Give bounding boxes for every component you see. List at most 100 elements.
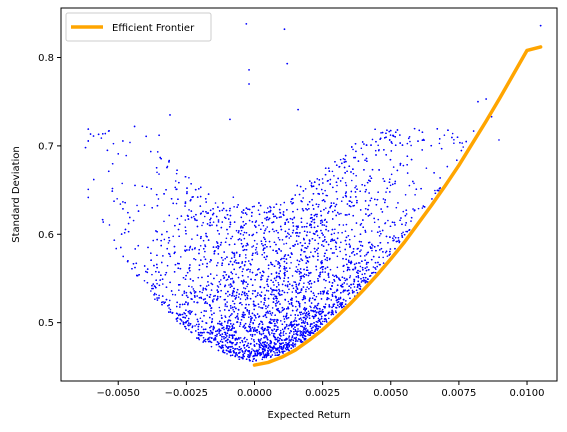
scatter-point xyxy=(252,322,255,325)
scatter-point xyxy=(285,323,288,326)
scatter-point xyxy=(319,291,322,293)
scatter-point xyxy=(322,182,324,184)
scatter-point xyxy=(211,313,213,316)
scatter-point xyxy=(243,292,246,295)
scatter-point xyxy=(153,264,155,267)
scatter-point xyxy=(298,193,301,196)
scatter-point xyxy=(283,243,285,245)
scatter-point xyxy=(293,323,296,326)
scatter-point xyxy=(281,350,283,353)
scatter-point xyxy=(203,256,205,258)
scatter-point xyxy=(151,287,153,290)
scatter-point xyxy=(191,196,194,198)
scatter-point xyxy=(374,149,377,152)
scatter-point xyxy=(196,234,199,236)
scatter-point xyxy=(334,310,337,312)
scatter-point xyxy=(185,294,188,297)
scatter-point xyxy=(377,149,380,152)
scatter-point xyxy=(345,195,347,198)
scatter-point xyxy=(361,266,364,269)
scatter-point xyxy=(329,205,332,208)
scatter-point xyxy=(152,283,155,285)
scatter-point xyxy=(254,290,256,292)
scatter-point xyxy=(289,256,292,258)
scatter-point xyxy=(253,319,256,321)
scatter-point xyxy=(353,156,355,159)
scatter-point xyxy=(382,177,384,180)
scatter-point xyxy=(197,276,200,279)
scatter-point xyxy=(146,271,149,274)
scatter-point xyxy=(341,283,344,286)
scatter-point xyxy=(275,320,278,322)
scatter-point xyxy=(255,246,258,249)
scatter-point xyxy=(191,238,193,240)
scatter-point xyxy=(257,303,260,305)
scatter-point xyxy=(225,292,227,295)
scatter-point xyxy=(373,217,375,220)
scatter-point xyxy=(332,186,334,189)
scatter-point xyxy=(214,339,217,341)
scatter-point xyxy=(406,142,409,145)
scatter-point xyxy=(232,289,235,292)
scatter-point xyxy=(298,302,301,305)
scatter-point xyxy=(218,320,221,323)
scatter-point xyxy=(267,312,269,314)
scatter-point xyxy=(264,299,266,301)
scatter-point xyxy=(287,221,290,223)
scatter-point xyxy=(329,268,332,271)
scatter-point xyxy=(201,224,203,227)
scatter-point xyxy=(256,273,258,276)
scatter-point xyxy=(156,282,158,285)
scatter-point xyxy=(226,305,228,308)
scatter-point xyxy=(243,280,246,283)
scatter-point xyxy=(356,199,358,202)
scatter-point xyxy=(165,298,168,301)
scatter-point xyxy=(377,144,379,147)
scatter-point xyxy=(246,269,248,271)
scatter-point xyxy=(338,298,340,301)
scatter-point xyxy=(233,302,236,305)
scatter-point xyxy=(298,260,301,263)
scatter-point xyxy=(220,322,223,325)
scatter-point xyxy=(285,315,288,318)
scatter-point xyxy=(379,137,382,140)
scatter-point xyxy=(233,327,236,329)
scatter-point xyxy=(273,277,276,280)
scatter-point xyxy=(287,306,289,308)
scatter-point xyxy=(263,303,265,306)
scatter-point xyxy=(229,319,232,322)
scatter-point xyxy=(406,163,408,166)
scatter-point xyxy=(204,328,207,331)
scatter-point xyxy=(248,311,250,314)
scatter-point xyxy=(190,210,193,212)
scatter-point xyxy=(356,283,359,286)
scatter-point xyxy=(252,233,255,236)
scatter-point xyxy=(363,279,365,281)
scatter-point xyxy=(225,279,228,281)
scatter-point xyxy=(184,230,187,232)
scatter-point xyxy=(255,354,257,357)
scatter-point xyxy=(326,194,329,197)
scatter-point xyxy=(267,290,270,292)
scatter-point xyxy=(161,233,163,236)
scatter-point xyxy=(304,247,306,249)
scatter-point xyxy=(186,249,188,251)
scatter-point xyxy=(206,262,208,265)
scatter-point xyxy=(283,267,286,269)
scatter-point xyxy=(359,224,362,226)
scatter-point xyxy=(275,308,278,311)
scatter-point xyxy=(196,337,198,339)
scatter-point xyxy=(418,129,421,132)
scatter-point xyxy=(311,198,313,201)
scatter-point xyxy=(274,343,276,346)
scatter-point xyxy=(319,267,322,269)
scatter-point xyxy=(275,286,278,288)
scatter-point xyxy=(304,318,307,321)
scatter-point xyxy=(349,287,352,289)
scatter-point xyxy=(285,314,288,316)
scatter-point xyxy=(294,317,297,319)
scatter-point xyxy=(392,166,395,168)
scatter-point xyxy=(200,326,203,328)
scatter-point xyxy=(193,301,195,303)
scatter-point xyxy=(321,260,323,262)
